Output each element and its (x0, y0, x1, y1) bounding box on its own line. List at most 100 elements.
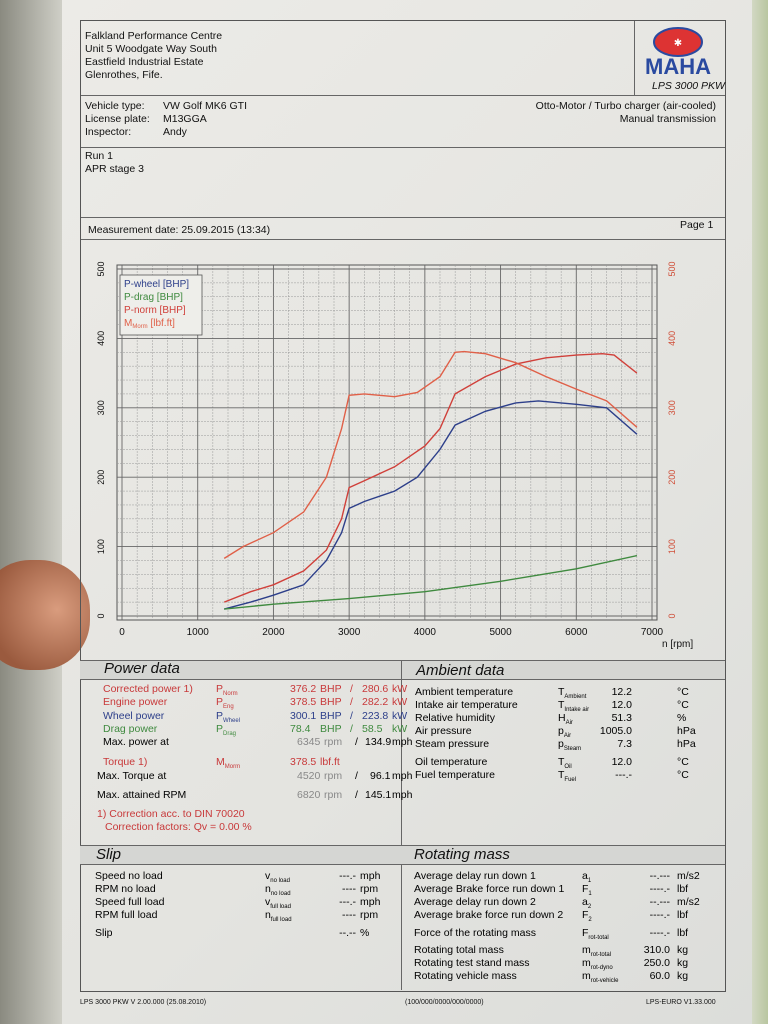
value: 310.0 (643, 944, 670, 956)
address-line: Glenrothes, Fife. (85, 69, 163, 81)
unit: kg (677, 944, 689, 956)
symbol-subscript: no load (270, 891, 291, 898)
rotating-mass-title: Rotating mass (414, 846, 510, 863)
footer-software: LPS-EURO V1.33.000 (646, 999, 716, 1006)
x-tick-label: 0 (119, 627, 125, 638)
value-kw: 58.5 (362, 722, 383, 735)
y-left-tick-label: 100 (96, 539, 106, 554)
x-tick-label: 5000 (489, 627, 512, 638)
unit-bhp: BHP (320, 683, 342, 695)
speed: 96.1 (370, 770, 391, 782)
unit: rpm (324, 789, 343, 801)
label: Intake air temperature (415, 699, 518, 711)
value: 60.0 (649, 970, 670, 982)
sep: / (355, 736, 358, 748)
y-left-tick-label: 0 (96, 613, 106, 618)
label: Max. Torque at (97, 770, 167, 782)
symbol: nno load (265, 883, 291, 898)
y-left-tick-label: 200 (96, 470, 106, 485)
symbol: TAmbient (558, 686, 587, 701)
value: 51.3 (611, 712, 632, 724)
run-description: APR stage 3 (85, 163, 144, 175)
symbol: mrot-vehicle (582, 970, 619, 985)
unit: lbf.ft (320, 756, 340, 768)
sep: / (355, 789, 358, 801)
value-kw: 282.2 (362, 696, 389, 709)
unit-kw: kW (392, 683, 408, 695)
symbol: vno load (265, 870, 290, 885)
value: 7.3 (617, 738, 632, 750)
value-bhp: 78.4 (290, 722, 311, 735)
label: Relative humidity (415, 712, 495, 724)
symbol: Frot-total (582, 927, 609, 942)
symbol-subscript: Intake air (564, 707, 590, 714)
unit: rpm (360, 883, 379, 895)
maha-logo: ✱ MAHA (634, 24, 722, 94)
label: Average brake force run down 2 (414, 909, 564, 921)
symbol-subscript: Air (565, 720, 573, 727)
label: RPM no load (95, 883, 156, 895)
page-number: Page 1 (680, 219, 714, 231)
symbol: mrot-dyno (582, 957, 613, 972)
y-right-tick-label: 200 (667, 470, 677, 485)
unit-bhp: BHP (320, 722, 342, 735)
y-right-tick-label: 100 (667, 539, 677, 554)
y-left-tick-label: 500 (96, 261, 106, 276)
rpm: 4520 (297, 770, 321, 782)
unit: kg (677, 957, 689, 969)
value: ---- (342, 883, 356, 895)
value: 250.0 (643, 957, 670, 969)
label: Rotating test stand mass (414, 957, 530, 969)
label: Ambient temperature (415, 686, 514, 698)
y-left-tick-label: 400 (96, 331, 106, 346)
symbol-subscript: 1 (587, 878, 592, 885)
label: Inspector: (85, 126, 132, 138)
svg-text:✱: ✱ (674, 38, 682, 49)
unit: % (677, 712, 687, 724)
y-right-tick-label: 400 (667, 331, 677, 346)
unit: lbf (677, 909, 689, 921)
thumb (0, 560, 90, 670)
svg-text:MAHA: MAHA (645, 54, 711, 79)
vehicle-type: VW Golf MK6 GTI (163, 100, 248, 112)
address-line: Eastfield Industrial Estate (85, 56, 204, 68)
value: ---.- (615, 769, 632, 781)
unit-kw: kW (392, 709, 408, 722)
y-left-tick-label: 300 (96, 400, 106, 415)
label: Average delay run down 2 (414, 896, 536, 908)
symbol-subscript: no load (270, 878, 290, 885)
unit: rpm (360, 909, 379, 921)
label: Engine power (103, 696, 168, 709)
symbol-subscript: rot-total (590, 952, 612, 959)
symbol-subscript: full load (270, 917, 292, 924)
label: Average Brake force run down 1 (414, 883, 565, 895)
sep: / (350, 683, 353, 695)
plot-area (116, 264, 658, 621)
value: --.--- (649, 896, 670, 908)
legend-entry: MMorm [lbf.ft] (124, 318, 175, 330)
value-bhp: 300.1 (290, 709, 317, 722)
unit: °C (677, 699, 689, 711)
unit-kw: kW (392, 722, 408, 735)
symbol: TIntake air (558, 699, 590, 714)
symbol-subscript: rot-vehicle (590, 978, 619, 985)
x-tick-label: 6000 (565, 627, 588, 638)
inspector: Andy (163, 126, 187, 138)
value-bhp: 378.5 (290, 696, 317, 709)
sep: / (355, 770, 358, 782)
value-kw: 280.6 (362, 683, 389, 695)
sep: / (350, 722, 353, 735)
power-data-title: Power data (104, 660, 180, 677)
slip-title: Slip (96, 846, 122, 863)
unit: lbf (677, 927, 689, 939)
symbol: mrot-total (582, 944, 612, 959)
symbol-subscript: 2 (588, 917, 592, 924)
symbol: TFuel (558, 769, 577, 784)
sheet-frame (80, 20, 726, 992)
unit: mph (392, 789, 413, 801)
symbol-subscript: Wheel (223, 717, 241, 724)
symbol: vfull load (265, 896, 291, 911)
footer-version: LPS 3000 PKW V 2.00.000 (25.08.2010) (80, 999, 207, 1006)
symbol: PEng (216, 696, 234, 711)
symbol: PNorm (216, 683, 238, 698)
